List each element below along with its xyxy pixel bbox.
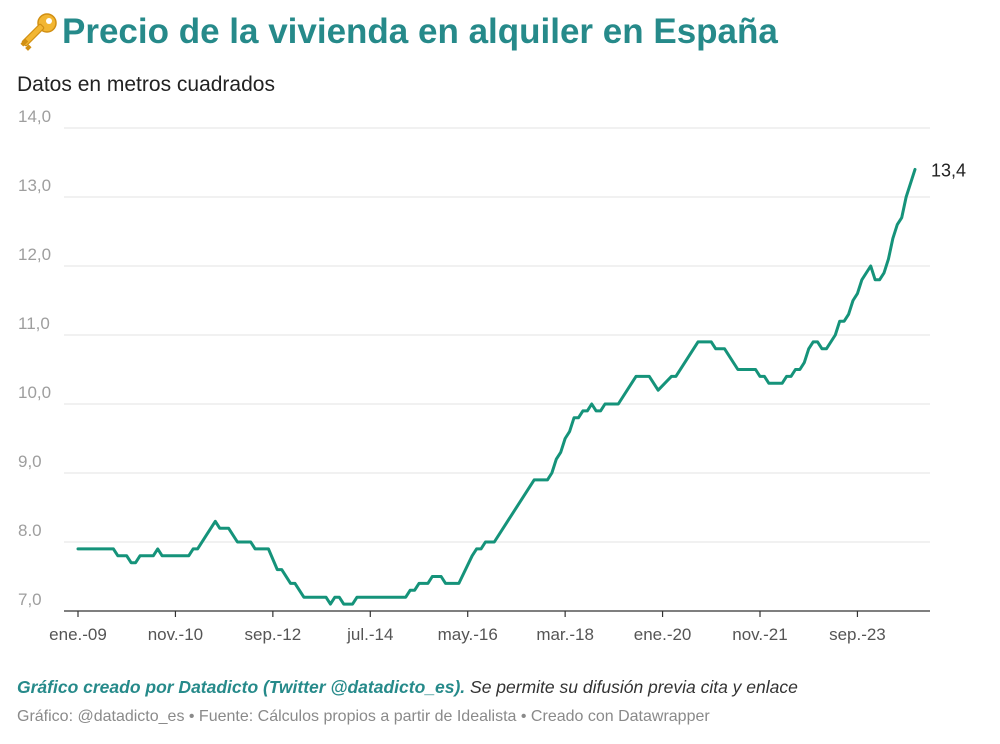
key-icon [20, 13, 57, 51]
y-tick-label: 14,0 [18, 107, 51, 126]
rent-price-line [76, 167, 917, 606]
y-tick-label: 11,0 [18, 314, 50, 333]
x-tick-label: ene.-20 [634, 625, 692, 644]
grid-lines [64, 127, 930, 543]
x-tick-label: jul.-14 [346, 625, 393, 644]
chart-title: Precio de la vivienda en alquiler en Esp… [16, 10, 778, 54]
source-line: Gráfico: @datadicto_es • Fuente: Cálculo… [17, 708, 710, 725]
credit-notice: Se permite su difusión previa cita y enl… [465, 677, 798, 697]
chart-subtitle: Datos en metros cuadrados [17, 73, 275, 96]
y-tick-label: 10,0 [18, 383, 51, 402]
end-value-label: 13,4 [931, 160, 966, 180]
y-tick-label: 7,0 [18, 590, 42, 609]
y-tick-label: 8.0 [18, 521, 42, 540]
y-tick-label: 12,0 [18, 245, 51, 264]
x-tick-label: ene.-09 [49, 625, 107, 644]
y-axis-ticks: 7,0 8.0 9,0 10,0 11,0 12,0 13,0 14,0 [18, 107, 51, 609]
x-axis-ticks: ene.-09 nov.-10 sep.-12 jul.-14 may.-16 mar.-… [49, 611, 886, 644]
x-tick-label: nov.-10 [148, 625, 203, 644]
credit-author: Gráfico creado por Datadicto (Twitter @d… [17, 677, 466, 697]
x-tick-label: mar.-18 [536, 625, 594, 644]
credit-line: Gráfico creado por Datadicto (Twitter @d… [17, 677, 798, 698]
x-tick-label: sep.-23 [829, 625, 886, 644]
x-tick-label: sep.-12 [245, 625, 302, 644]
x-tick-label: may.-16 [438, 625, 498, 644]
x-tick-label: nov.-21 [732, 625, 787, 644]
y-tick-label: 13,0 [18, 176, 51, 195]
chart-title-text: Precio de la vivienda en alquiler en Esp… [62, 12, 778, 51]
y-tick-label: 9,0 [18, 452, 42, 471]
